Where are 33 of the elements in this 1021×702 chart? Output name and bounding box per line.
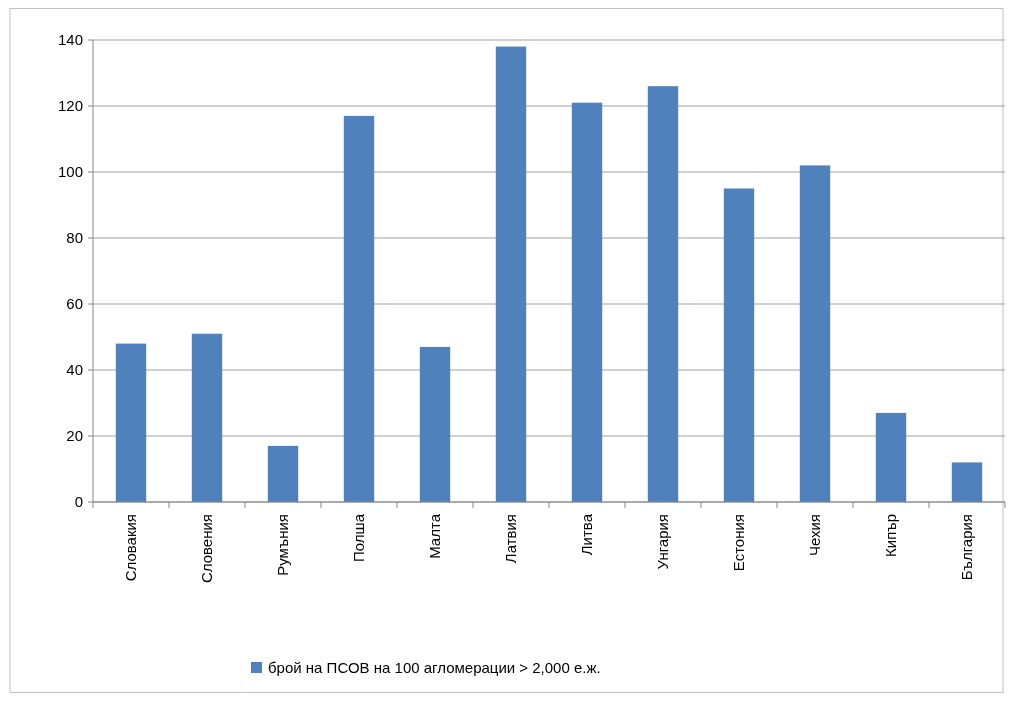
x-tick-label: България [958, 514, 975, 581]
bar [951, 462, 983, 502]
bar [115, 343, 147, 502]
bar [495, 46, 527, 502]
bar [267, 445, 299, 502]
y-tick-label: 40 [66, 361, 83, 379]
legend-label: брой на ПСОВ на 100 агломерации > 2,000 е.ж. [268, 659, 601, 677]
bar [419, 346, 451, 502]
x-tick-label: Румъния [274, 514, 291, 576]
y-tick-label: 60 [66, 295, 83, 313]
bar [647, 86, 679, 502]
bar [191, 333, 223, 502]
x-tick-label: Латвия [502, 514, 519, 564]
bar [875, 412, 907, 502]
x-tick-label: Словения [198, 514, 215, 584]
bar [799, 165, 831, 502]
x-tick-label: Унгария [654, 514, 671, 570]
x-tick-label: Малта [426, 513, 443, 559]
x-tick-label: Литва [578, 513, 595, 556]
x-tick-label: Словакия [122, 514, 139, 582]
x-tick-label: Кипър [882, 514, 899, 557]
y-tick-label: 140 [57, 31, 83, 49]
x-tick-label: Естония [730, 514, 747, 572]
bar [571, 102, 603, 502]
bar [723, 188, 755, 502]
y-tick-label: 80 [66, 229, 83, 247]
y-tick-label: 120 [57, 97, 83, 115]
y-tick-label: 20 [66, 427, 83, 445]
y-tick-label: 0 [74, 493, 83, 511]
y-tick-label: 100 [57, 163, 83, 181]
x-tick-label: Чехия [806, 514, 823, 557]
bar [343, 115, 375, 502]
x-tick-label: Полша [350, 513, 367, 562]
